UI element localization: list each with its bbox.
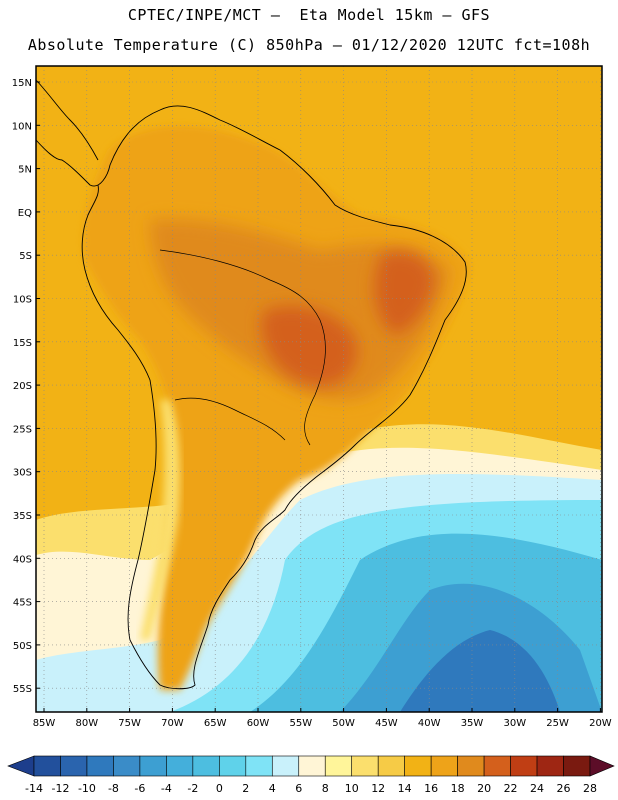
colorbar-label: 2 — [242, 782, 249, 795]
lat-label: EQ — [18, 208, 32, 219]
colorbar-segment — [33, 755, 61, 777]
lat-label: 45S — [13, 598, 32, 609]
lon-label: 50W — [332, 718, 355, 729]
colorbar-segment — [510, 755, 538, 777]
colorbar-segment — [324, 755, 353, 777]
colorbar-label: 6 — [295, 782, 302, 795]
lon-label: 70W — [161, 718, 184, 729]
lon-label: 20W — [589, 718, 612, 729]
central-america-outline — [35, 79, 99, 161]
lat-label: 10N — [12, 121, 32, 132]
colorbar-label: -10 — [78, 782, 96, 795]
lon-label: 60W — [247, 718, 270, 729]
colorbar-segment — [86, 755, 114, 777]
brazil-border — [159, 249, 326, 446]
latitude-labels: 15N 10N 5N EQ 5S 10S 15S 20S 25S 30S 35S 40S 45S 50S 5… — [12, 78, 40, 695]
colorbar-segment — [430, 755, 458, 777]
lat-label: 55S — [13, 684, 32, 695]
colorbar-labels: -14 -12 -10 -8 -6 -4 -2 0 2 4 6 8 10 12 14 16 18 20 22 24 26… — [25, 782, 597, 795]
deep-blue-core — [400, 630, 560, 712]
colorbar-segment — [271, 755, 300, 777]
lon-label: 80W — [75, 718, 98, 729]
colorbar-label: 20 — [477, 782, 491, 795]
colorbar-label: 0 — [216, 782, 223, 795]
lat-label: 5S — [19, 251, 32, 262]
longitude-labels: 85W 80W 75W 70W 65W 60W 55W 50W 45W 40W 35W 30W 25W 2… — [33, 708, 612, 729]
colorbar-label: -6 — [134, 782, 145, 795]
colorbar-label: -4 — [161, 782, 172, 795]
andes-cool-strip — [140, 400, 180, 640]
colorbar-label: 22 — [504, 782, 518, 795]
lon-label: 55W — [289, 718, 312, 729]
colorbar-label: 16 — [424, 782, 438, 795]
lat-label: 40S — [13, 554, 32, 565]
lon-label: 40W — [418, 718, 441, 729]
colorbar-segment — [113, 755, 141, 777]
lon-label: 85W — [33, 718, 56, 729]
lat-label: 15N — [12, 78, 32, 89]
lat-label: 30S — [13, 468, 32, 479]
lat-label: 5N — [18, 165, 32, 176]
map-frame — [35, 65, 603, 713]
lon-label: 45W — [375, 718, 398, 729]
south-america-outline — [35, 105, 467, 690]
colorbar-segment — [166, 755, 194, 777]
chart-title-line1: CPTEC/INPE/MCT – Eta Model 15km – GFS — [127, 6, 491, 24]
colorbar-label: 12 — [371, 782, 385, 795]
chart-title-line2: Absolute Temperature (C) 850hPa – 01/12/… — [27, 36, 591, 54]
colorbar-arrow-high — [589, 755, 615, 777]
coastline — [35, 79, 467, 690]
colorbar-segment — [563, 755, 591, 777]
colorbar-segment — [377, 755, 405, 777]
colorbar-label: -2 — [187, 782, 198, 795]
colorbar-segment — [139, 755, 167, 777]
colorbar-segment — [60, 755, 88, 777]
lat-label: 10S — [13, 295, 32, 306]
lat-label: 35S — [13, 511, 32, 522]
map-field — [36, 66, 602, 712]
colorbar-label: 24 — [530, 782, 544, 795]
colorbar-label: 18 — [451, 782, 465, 795]
colorbar-label: 28 — [583, 782, 597, 795]
colorbar — [7, 755, 615, 777]
colorbar-segment — [483, 755, 511, 777]
hottest-core — [261, 251, 435, 386]
lon-label: 65W — [204, 718, 227, 729]
colorbar-arrow-low — [7, 755, 35, 777]
lon-label: 35W — [461, 718, 484, 729]
colorbar-label: 4 — [269, 782, 276, 795]
lon-label: 30W — [503, 718, 526, 729]
colorbar-label: 14 — [398, 782, 412, 795]
colorbar-label: 10 — [345, 782, 359, 795]
colorbar-segment — [536, 755, 564, 777]
colorbar-segment — [404, 755, 432, 777]
colorbar-label: -12 — [51, 782, 69, 795]
colorbar-segment — [351, 755, 379, 777]
colorbar-label: -8 — [108, 782, 119, 795]
lat-label: 20S — [13, 381, 32, 392]
argentina-border — [174, 397, 286, 441]
lat-label: 50S — [13, 641, 32, 652]
lat-label: 25S — [13, 424, 32, 435]
colorbar-label: -14 — [25, 782, 43, 795]
colorbar-label: 8 — [322, 782, 329, 795]
lat-label: 15S — [13, 338, 32, 349]
colorbar-segment — [192, 755, 220, 777]
colorbar-segment — [298, 755, 326, 777]
colorbar-segment — [457, 755, 485, 777]
colorbar-segment — [219, 755, 247, 777]
colorbar-segment — [245, 755, 273, 777]
lon-label: 75W — [118, 718, 141, 729]
lon-label: 25W — [546, 718, 569, 729]
colorbar-label: 26 — [557, 782, 571, 795]
